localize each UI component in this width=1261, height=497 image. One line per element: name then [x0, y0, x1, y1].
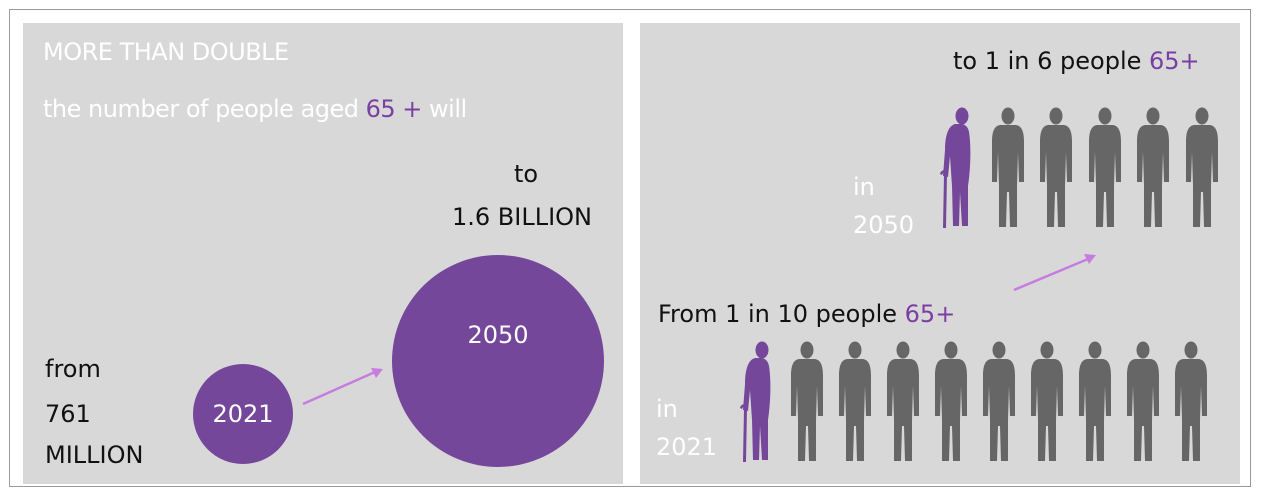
standing-person-icon: [1129, 106, 1177, 231]
from-number: 761: [45, 400, 91, 428]
standing-person-icon: [1081, 106, 1129, 231]
standing-person-icon: [1119, 340, 1167, 465]
circle-2021: 2021: [193, 364, 293, 464]
from-label: from: [45, 355, 101, 383]
standing-person-icon: [975, 340, 1023, 465]
standing-person-icon: [984, 106, 1032, 231]
elderly-person-with-cane-icon: [935, 106, 983, 231]
to-value: 1.6 BILLION: [452, 203, 593, 231]
headline-subtitle: the number of people aged 65 + will: [43, 97, 467, 121]
circle-2050-label: 2050: [467, 321, 529, 349]
standing-person-icon: [783, 340, 831, 465]
standing-person-icon: [1023, 340, 1071, 465]
in-word: in: [656, 395, 678, 423]
circle-2050: 2050: [392, 255, 604, 467]
subtitle-text: the number of people aged: [43, 95, 366, 123]
caption-2021: From 1 in 10 people 65+: [658, 302, 955, 326]
caption-2050: to 1 in 6 people 65+: [953, 49, 1200, 73]
arrow-right-icon: [1013, 254, 1096, 292]
caption-2050-accent: 65+: [1149, 47, 1200, 75]
standing-person-icon: [879, 340, 927, 465]
headline: MORE THAN DOUBLE: [43, 38, 289, 66]
subtitle-text-end: will: [421, 95, 467, 123]
elderly-person-with-cane-icon: [735, 340, 783, 465]
caption-2050-text: to 1 in 6 people: [953, 47, 1150, 75]
standing-person-icon: [1178, 106, 1226, 231]
caption-2021-accent: 65+: [904, 300, 956, 328]
arrow-right-icon: [302, 368, 383, 406]
caption-2021-text: From 1 in 10 people: [658, 300, 905, 328]
to-label: to: [514, 160, 539, 188]
circle-2021-label: 2021: [212, 400, 274, 428]
standing-person-icon: [831, 340, 879, 465]
ratio-panel: to 1 in 6 people 65+ in 2050 From 1 in 1…: [640, 23, 1240, 484]
standing-person-icon: [1032, 106, 1080, 231]
in-word: in: [853, 173, 875, 201]
from-unit: MILLION: [45, 441, 144, 469]
subtitle-age-accent: 65 +: [365, 95, 423, 123]
year-label-2021: in 2021: [656, 390, 717, 466]
standing-person-icon: [927, 340, 975, 465]
standing-person-icon: [1071, 340, 1119, 465]
population-growth-panel: MORE THAN DOUBLE the number of people ag…: [23, 23, 623, 484]
year-2021: 2021: [656, 433, 718, 461]
year-2050: 2050: [853, 211, 915, 239]
year-label-2050: in 2050: [853, 168, 914, 244]
standing-person-icon: [1167, 340, 1215, 465]
